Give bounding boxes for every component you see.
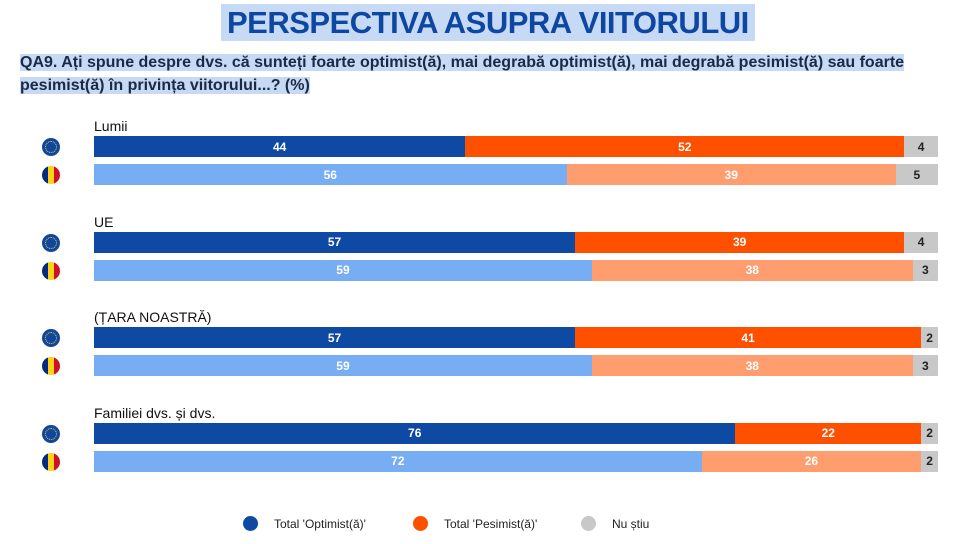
group-label: Familiei dvs. și dvs. [94,404,216,421]
eu-flag-icon [42,233,60,252]
question-text: QA9. Ați spune despre dvs. că sunteți fo… [20,54,905,94]
bar-pesimist: 52 [465,136,905,157]
romania-flag-icon [42,166,60,184]
legend-dont-know: Nu știu [581,516,649,531]
bar-dont-know: 2 [921,450,938,472]
bar-dont-know: 2 [921,327,938,348]
bar-optimist: 59 [94,355,592,376]
bar-pesimist: 39 [575,231,905,253]
group-label: (ȚARA NOASTRĂ) [94,309,212,325]
bar-optimist: 57 [94,231,576,253]
eu-flag-icon [42,138,60,156]
bar-pesimist: 22 [735,422,922,444]
bar-dont-know: 4 [904,136,938,157]
bar-pesimist: 38 [591,259,913,281]
group-label: UE [94,213,114,230]
bar-dont-know: 3 [912,355,938,376]
bar-pesimist: 39 [566,164,896,185]
romania-flag-icon [42,357,60,375]
bar-optimist: 56 [94,164,567,185]
bar-dont-know: 4 [904,231,938,253]
bar-optimist: 76 [94,422,736,444]
legend-swatch [413,516,428,531]
bar-dont-know: 5 [895,164,938,185]
legend-swatch [581,516,596,531]
eu-flag-icon [42,329,60,347]
group-label: Lumii [94,118,128,134]
eu-flag-icon [42,424,60,443]
bar-dont-know: 3 [912,259,938,281]
bar-optimist: 44 [94,136,466,157]
legend-optimist: Total 'Optimist(ă)' [243,516,366,531]
legend-swatch [243,516,258,531]
romania-flag-icon [42,261,60,280]
bar-dont-know: 2 [921,422,938,444]
bar-optimist: 57 [94,327,576,348]
romania-flag-icon [42,452,60,471]
bar-pesimist: 38 [591,355,913,376]
legend-pesimist: Total 'Pesimist(ă)' [413,516,537,531]
bar-optimist: 59 [94,259,592,281]
bar-pesimist: 26 [701,450,922,472]
bar-optimist: 72 [94,450,702,472]
page-title: PERSPECTIVA ASUPRA VIITORULUI [221,4,755,41]
bar-pesimist: 41 [575,327,922,348]
